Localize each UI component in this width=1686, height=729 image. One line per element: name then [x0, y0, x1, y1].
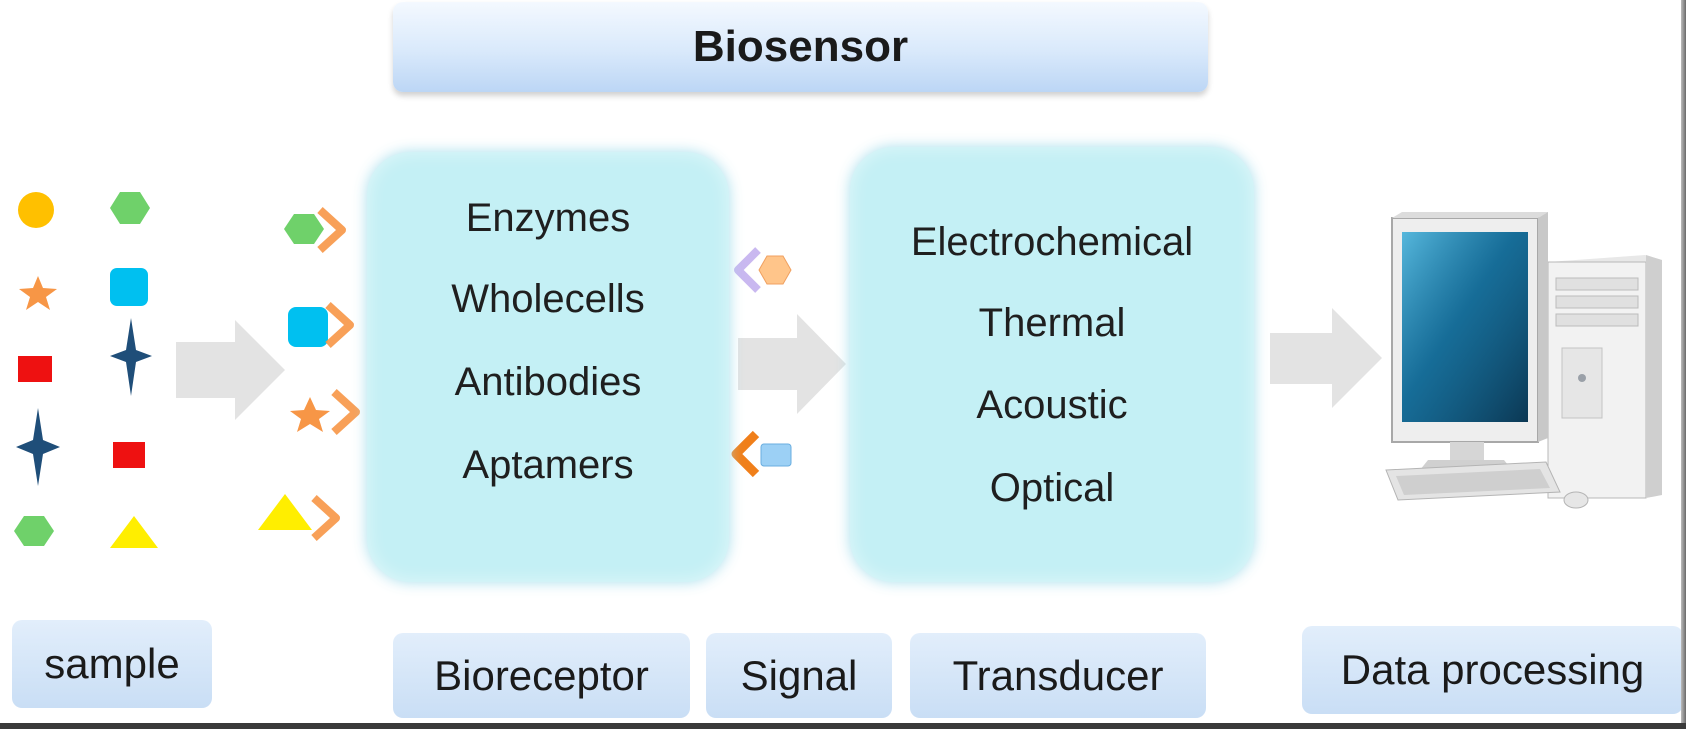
green-hexagon-analyte: [284, 214, 324, 244]
orange-hexagon-signal: [758, 255, 792, 285]
cyan-square-analyte: [110, 268, 148, 306]
stage-label-signal: Signal: [706, 633, 892, 718]
stage-label-sample: sample: [12, 620, 212, 708]
frame-edge: [1681, 0, 1686, 729]
flow-arrow-icon: [176, 320, 285, 420]
bioreceptor-type: Antibodies: [454, 360, 642, 404]
orange-star-analyte: [290, 397, 330, 432]
bioreceptor-panel: Enzymes Wholecells Antibodies Aptamers: [367, 152, 729, 582]
bioreceptor-type: Enzymes: [465, 196, 631, 240]
bioreceptor-type: Wholecells: [451, 277, 645, 321]
stage-label-data-processing: Data processing: [1302, 626, 1683, 714]
transducer-type: Optical: [989, 466, 1115, 510]
diagram-title: Biosensor: [393, 2, 1208, 92]
orange-chevron-icon: [731, 430, 760, 478]
stage-label-transducer: Transducer: [910, 633, 1206, 718]
transducer-type: Electrochemical: [910, 220, 1194, 264]
blue-rectangle-signal: [760, 443, 792, 467]
transducer-type: Acoustic: [976, 383, 1128, 427]
navy-sparkle-analyte: [110, 318, 152, 396]
orange-star-analyte: [19, 276, 57, 310]
flow-arrow-icon: [738, 314, 846, 414]
yellow-circle-analyte: [18, 192, 54, 228]
green-hexagon-analyte: [110, 192, 150, 224]
yellow-triangle-analyte: [258, 494, 312, 530]
lavender-chevron-icon: [734, 247, 761, 293]
green-hexagon-analyte: [14, 516, 54, 546]
orange-chevron-icon: [331, 389, 360, 435]
stage-label-bioreceptor: Bioreceptor: [393, 633, 690, 718]
orange-chevron-icon: [311, 495, 340, 541]
transducer-panel: Electrochemical Thermal Acoustic Optical: [850, 147, 1254, 582]
transducer-type: Thermal: [978, 301, 1126, 345]
yellow-triangle-analyte: [110, 516, 158, 548]
frame-edge: [0, 723, 1686, 729]
computer-icon: [1385, 212, 1662, 509]
red-square-analyte: [113, 442, 145, 468]
cyan-square-analyte: [288, 307, 328, 347]
bioreceptor-type: Aptamers: [462, 443, 634, 487]
navy-sparkle-analyte: [16, 408, 60, 486]
flow-arrow-icon: [1270, 308, 1382, 408]
orange-chevron-icon: [317, 207, 346, 253]
red-square-analyte: [18, 356, 52, 382]
orange-chevron-icon: [325, 302, 354, 348]
